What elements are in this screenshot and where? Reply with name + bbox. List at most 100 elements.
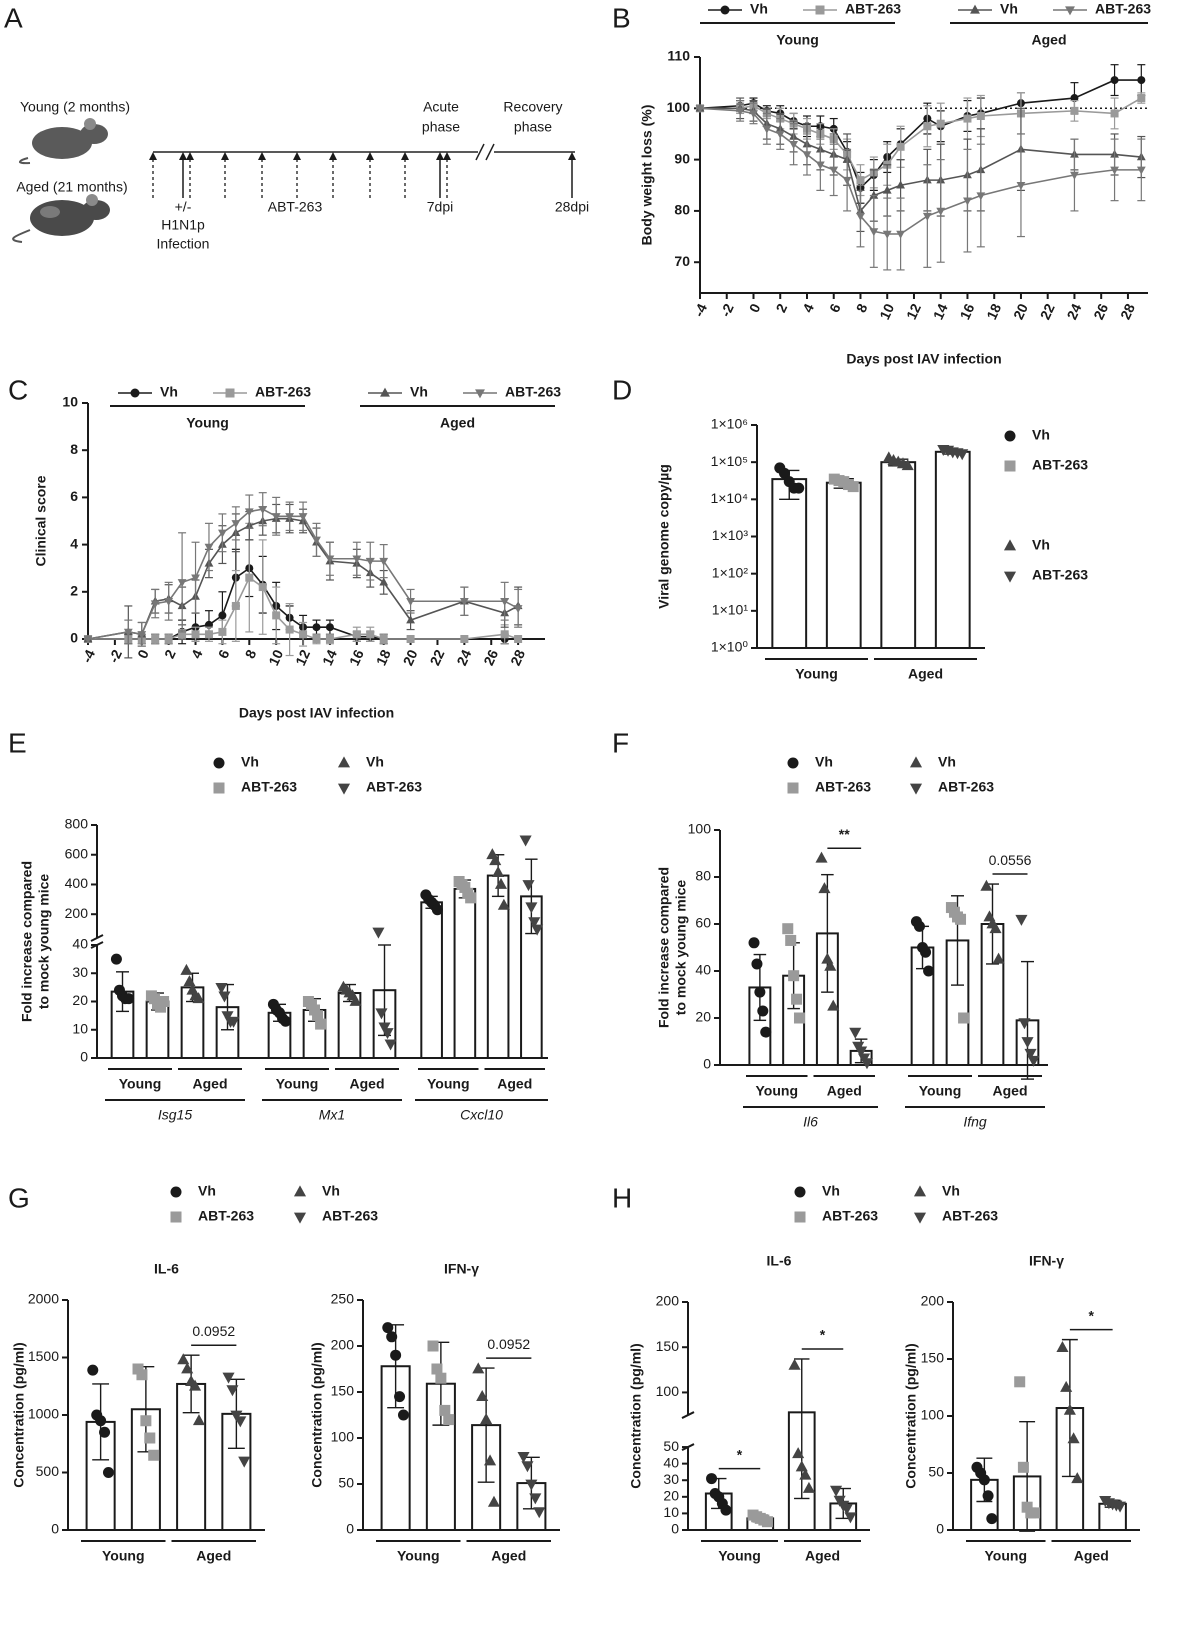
arrow-head [221, 152, 229, 160]
arrow-head [329, 152, 337, 160]
data-point [1060, 1380, 1073, 1392]
data-point [802, 151, 812, 160]
data-point [1110, 166, 1119, 175]
data-point [760, 1026, 772, 1038]
legend-marker [909, 756, 923, 768]
data-point [980, 879, 993, 891]
data-point [775, 130, 785, 139]
y-axis-label: Concentration (pg/ml) [628, 1343, 644, 1488]
data-point [1017, 1461, 1029, 1473]
y-tick-label: 150 [331, 1383, 355, 1399]
y-tick-label: 0 [70, 630, 78, 646]
data-point [958, 1012, 970, 1024]
group-label: Aged [350, 1076, 385, 1092]
data-point [1024, 1048, 1037, 1060]
legend-label: ABT-263 [942, 1208, 998, 1224]
x-tick-label: 20 [400, 647, 421, 668]
data-point [140, 1415, 152, 1427]
data-point [384, 1039, 397, 1051]
x-tick-label: 12 [292, 647, 313, 668]
data-point [782, 923, 794, 935]
mouse-tail [12, 229, 31, 243]
y-tick-label: 100 [688, 821, 712, 837]
aged-mouse [12, 194, 110, 243]
legend-label: ABT-263 [505, 384, 561, 400]
data-point [487, 1495, 501, 1507]
young-label: Young (2 months) [20, 99, 130, 115]
data-point [459, 881, 471, 893]
x-axis-label: Days post IAV infection [846, 351, 1001, 367]
y-tick-label: 200 [65, 905, 89, 921]
data-point [476, 1390, 489, 1401]
data-point [514, 635, 523, 643]
data-point [164, 598, 174, 607]
legend-label: ABT-263 [845, 1, 901, 17]
significance-label: * [1089, 1307, 1095, 1323]
group-label: Young [397, 1548, 440, 1564]
legend-label: Vh [241, 754, 259, 770]
y-tick-label: 2 [70, 583, 78, 599]
arrow-head [258, 152, 266, 160]
y-axis-label: Fold increase compared [19, 861, 35, 1022]
x-tick-label: 26 [480, 647, 501, 668]
data-point [896, 142, 905, 151]
data-point [431, 904, 443, 916]
data-point [352, 630, 361, 639]
data-point [855, 1046, 868, 1058]
data-point [406, 615, 415, 624]
legend-marker [1003, 571, 1017, 583]
y-tick-label: 100 [921, 1407, 945, 1423]
data-point [132, 1363, 144, 1375]
data-point [244, 508, 254, 517]
data-point [234, 1416, 247, 1428]
data-point [381, 1028, 394, 1040]
y-tick-label: 1×10⁵ [711, 453, 748, 469]
data-point [177, 1353, 190, 1365]
data-point [982, 1490, 994, 1502]
arrow-head [436, 152, 444, 160]
y-axis-label: to mock young mice [673, 880, 689, 1016]
arrow-head [293, 152, 301, 160]
data-point [231, 520, 241, 529]
data-point [762, 125, 772, 134]
data-point [386, 1331, 398, 1343]
y-tick-label: 1×10⁴ [710, 490, 748, 506]
data-point [222, 1372, 235, 1384]
data-point [349, 994, 362, 1006]
legend-marker [170, 1186, 182, 1198]
data-point [427, 1340, 439, 1352]
data-point [963, 114, 972, 123]
data-point [1014, 1376, 1026, 1388]
legend-marker [913, 1212, 927, 1224]
data-point [218, 991, 231, 1003]
data-point [494, 877, 508, 889]
legend-marker [293, 1212, 307, 1224]
group-label: Aged [196, 1548, 231, 1564]
data-point [164, 635, 173, 643]
data-point [986, 1513, 998, 1525]
data-point [95, 1415, 107, 1427]
x-tick-label: 22 [426, 647, 447, 668]
facet-title: IFN-γ [444, 1261, 479, 1277]
data-point [218, 529, 227, 538]
legend-label: Vh [160, 384, 178, 400]
x-tick-label: 22 [1037, 301, 1058, 322]
y-tick-label: 0 [936, 1521, 944, 1537]
legend-marker [1004, 430, 1016, 442]
data-point [312, 1010, 324, 1022]
legend-label: Vh [815, 754, 833, 770]
y-tick-label: 40 [695, 962, 711, 978]
data-point [500, 630, 509, 639]
data-point [976, 192, 986, 201]
y-tick-label: 150 [921, 1350, 945, 1366]
panel-letter: A [4, 2, 23, 33]
data-point [492, 865, 505, 877]
group-label: Young [795, 666, 838, 682]
x-tick-label: -4 [78, 647, 98, 665]
data-point [824, 959, 837, 971]
x-tick-label: 28 [1117, 301, 1138, 322]
data-point [818, 882, 831, 894]
data-point [372, 927, 385, 939]
data-point [1137, 76, 1146, 85]
